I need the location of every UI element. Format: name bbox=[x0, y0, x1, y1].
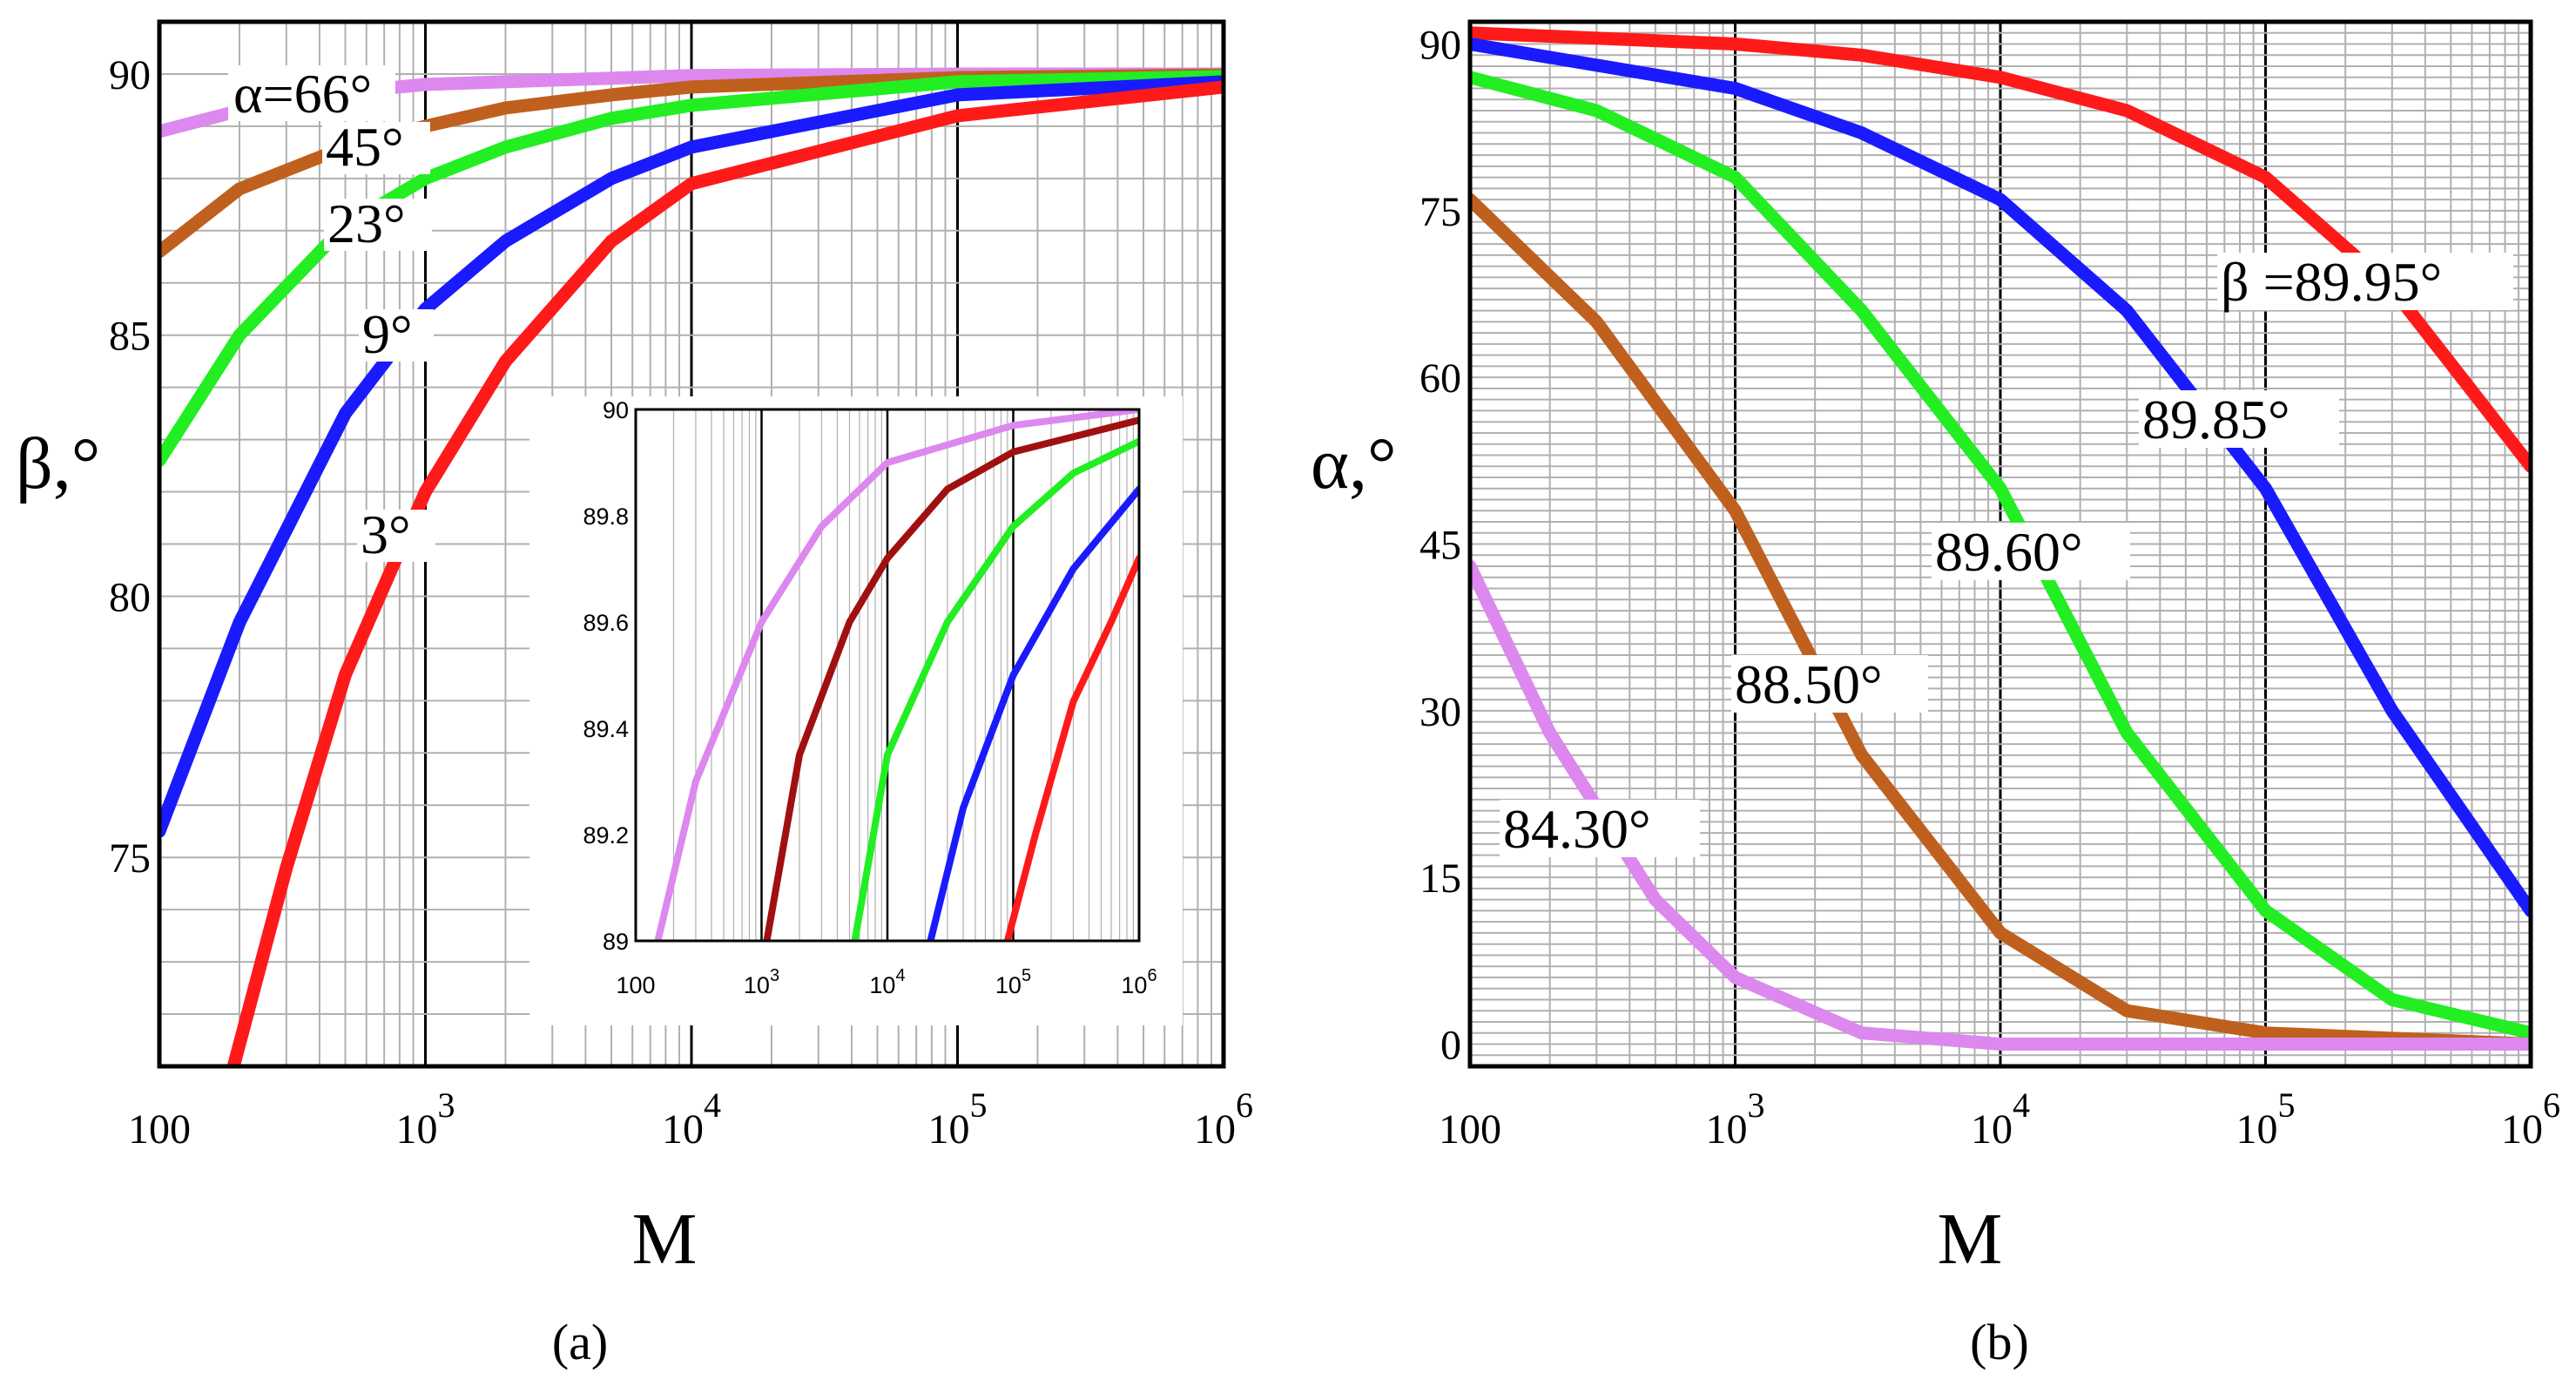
inset-chart: 89 89.2 89.4 89.6 89.8 90 100 103 104 105 106 bbox=[529, 396, 1183, 1025]
annotation-23: 23° bbox=[327, 193, 406, 254]
panel-b-frame bbox=[1467, 19, 2533, 1069]
y-tick-label: 89.6 bbox=[583, 610, 629, 636]
panel-b-y-ticks: 0 15 30 45 60 75 90 bbox=[1419, 23, 1461, 1069]
inset-x-ticks: 100 103 104 105 106 bbox=[616, 966, 1157, 998]
x-tick-label: 104 bbox=[662, 1085, 721, 1153]
inset-frame bbox=[634, 408, 1141, 943]
series-line-blue bbox=[1470, 37, 2531, 917]
inset-grid bbox=[672, 409, 1134, 941]
y-tick-label: 15 bbox=[1419, 855, 1461, 902]
x-tick-label: 106 bbox=[1194, 1085, 1253, 1153]
series-line-violet bbox=[1470, 559, 2531, 1051]
series-line-brown bbox=[159, 68, 1224, 259]
annotation-89-60: 89.60° bbox=[1935, 521, 2083, 583]
x-tick-label: 103 bbox=[744, 966, 779, 998]
y-tick-label: 0 bbox=[1440, 1022, 1461, 1068]
series-line-blue bbox=[159, 75, 1224, 838]
annotation-45: 45° bbox=[326, 116, 404, 178]
x-tick-label: 106 bbox=[1121, 966, 1157, 998]
panel-b-x-ticks: 100 103 104 105 106 bbox=[1439, 1085, 2560, 1153]
annotation-84-30: 84.30° bbox=[1503, 798, 1651, 860]
annotation-3: 3° bbox=[361, 504, 411, 565]
series-line-green bbox=[159, 70, 1224, 468]
panel-b-x-axis-title: M bbox=[1938, 1199, 2003, 1280]
x-tick-label: 100 bbox=[1439, 1106, 1501, 1153]
y-tick-label: 90 bbox=[109, 52, 151, 98]
series-line-red bbox=[1003, 554, 1139, 941]
annotation-89-85: 89.85° bbox=[2142, 389, 2290, 450]
x-tick-label: 105 bbox=[995, 966, 1031, 998]
y-tick-label: 90 bbox=[603, 397, 629, 423]
series-line-green bbox=[1470, 71, 2531, 1040]
x-tick-label: 104 bbox=[869, 966, 905, 998]
x-tick-label: 105 bbox=[928, 1085, 988, 1153]
y-tick-label: 85 bbox=[109, 314, 151, 360]
series-line-red bbox=[226, 80, 1224, 1066]
x-tick-label: 103 bbox=[1706, 1085, 1765, 1153]
panel-a-lines bbox=[159, 67, 1224, 1066]
y-tick-label: 90 bbox=[1419, 23, 1461, 69]
y-tick-label: 30 bbox=[1419, 689, 1461, 735]
panel-a-annotations: α=66° 45° 23° 9° 3° bbox=[228, 63, 435, 565]
x-tick-label: 106 bbox=[2501, 1085, 2560, 1153]
y-tick-label: 89 bbox=[603, 929, 629, 955]
panel-a-x-ticks: 100 103 104 105 106 bbox=[128, 1085, 1253, 1153]
annotation-beta-89-95: β =89.95° bbox=[2221, 251, 2442, 313]
series-line-violet bbox=[654, 409, 1139, 941]
panel-b: 0 15 30 45 60 75 90 100 103 104 105 106 β =89.95° … bbox=[1311, 19, 2560, 1370]
panel-a-y-axis-title: β,° bbox=[16, 423, 100, 504]
inset-y-ticks: 89 89.2 89.4 89.6 89.8 90 bbox=[583, 397, 629, 955]
series-line-blue bbox=[927, 485, 1139, 941]
x-tick-label: 100 bbox=[616, 972, 655, 998]
x-tick-label: 100 bbox=[128, 1106, 191, 1153]
panel-a-y-ticks: 75 80 85 90 bbox=[109, 52, 151, 882]
panel-b-label: (b) bbox=[1970, 1314, 2029, 1370]
series-line-brown bbox=[1470, 193, 2531, 1051]
y-tick-label: 45 bbox=[1419, 523, 1461, 569]
panel-a-frame bbox=[157, 19, 1226, 1069]
y-tick-label: 80 bbox=[109, 574, 151, 620]
panel-b-annotations: β =89.95° 89.85° 89.60° 88.50° 84.30° bbox=[1500, 251, 2513, 860]
inset-lines bbox=[654, 409, 1139, 941]
annotation-88-50: 88.50° bbox=[1735, 653, 1883, 715]
x-tick-label: 104 bbox=[1971, 1085, 2030, 1153]
x-tick-label: 105 bbox=[2236, 1085, 2296, 1153]
annotation-9: 9° bbox=[362, 303, 413, 365]
panel-a-x-axis-title: M bbox=[632, 1199, 698, 1280]
annotation-alpha-66: α=66° bbox=[233, 63, 372, 125]
series-line-darkred bbox=[763, 416, 1139, 941]
panel-a-label: (a) bbox=[552, 1314, 608, 1370]
series-line-green bbox=[851, 437, 1139, 941]
y-tick-label: 75 bbox=[109, 835, 151, 882]
y-tick-label: 89.4 bbox=[583, 716, 629, 742]
y-tick-label: 89.8 bbox=[583, 504, 629, 530]
y-tick-label: 60 bbox=[1419, 355, 1461, 402]
x-tick-label: 103 bbox=[396, 1085, 455, 1153]
panel-b-y-axis-title: α,° bbox=[1311, 423, 1397, 504]
y-tick-label: 75 bbox=[1419, 189, 1461, 235]
y-tick-label: 89.2 bbox=[583, 822, 629, 849]
